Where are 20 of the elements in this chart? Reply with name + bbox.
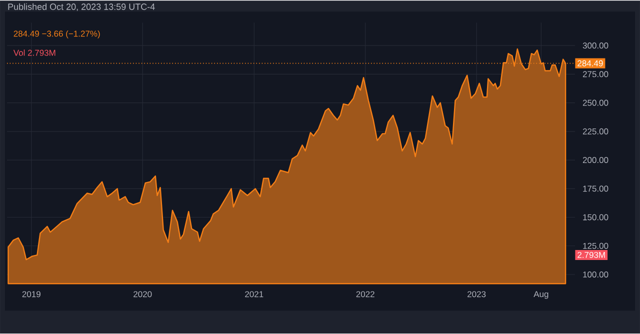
ref-line-label: 284.49: [578, 60, 603, 66]
y-tick-label: 150.00: [583, 214, 608, 220]
y-tick-label: 100.00: [583, 272, 608, 278]
y-tick-label: 250.00: [582, 100, 608, 106]
x-tick-label: 2022: [356, 291, 374, 298]
y-tick-label: 275.00: [582, 71, 608, 78]
annotation: 284.49 −3.66 (−1.27%): [14, 30, 100, 39]
x-tick-label: 2023: [468, 291, 486, 298]
x-tick-label: 2020: [134, 291, 152, 298]
text: 2.793M: [578, 252, 605, 258]
y-tick-label: 175.00: [583, 186, 608, 192]
x-tick-label: Aug: [534, 291, 548, 299]
y-tick-label: 225.00: [582, 128, 608, 135]
y-tick-label: 125.00: [583, 243, 608, 250]
x-tick-label: 2019: [22, 291, 40, 298]
annotation: Vol 2.793M: [13, 50, 56, 56]
x-tick-label: 2021: [245, 291, 264, 298]
y-tick-label: 300.00: [582, 42, 608, 49]
chart-title: Published Oct 20, 2023 13:59 UTC-4: [8, 3, 155, 12]
y-tick-label: 200.00: [582, 157, 608, 164]
